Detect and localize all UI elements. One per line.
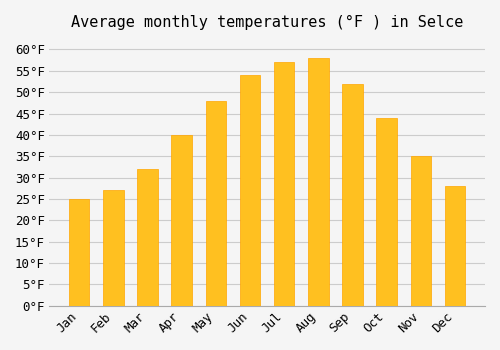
Bar <box>410 156 431 306</box>
Bar <box>444 186 465 306</box>
Bar <box>274 62 294 306</box>
Bar <box>240 75 260 306</box>
Bar <box>69 199 89 306</box>
Title: Average monthly temperatures (°F ) in Selce: Average monthly temperatures (°F ) in Se… <box>71 15 464 30</box>
Bar <box>376 118 397 306</box>
Bar <box>172 135 192 306</box>
Bar <box>308 58 328 306</box>
Bar <box>103 190 124 306</box>
Bar <box>342 84 362 306</box>
Bar <box>138 169 158 306</box>
Bar <box>206 101 226 306</box>
